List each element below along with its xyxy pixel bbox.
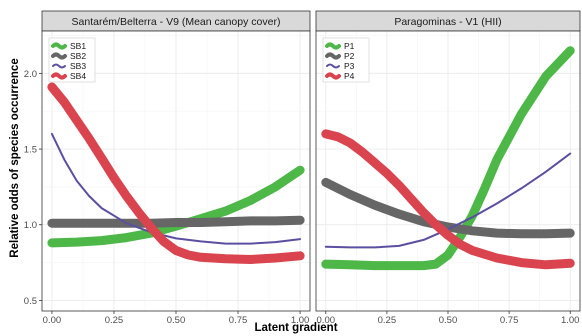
x-tick-label: 1.00	[291, 315, 310, 326]
series-line-p1	[321, 46, 575, 271]
legend-key-p3	[326, 63, 340, 69]
x-tick-label: 0.50	[167, 315, 186, 326]
y-tick-label: 0.5	[24, 296, 37, 307]
x-tick-label: 0.75	[500, 315, 519, 326]
legend-key-sb3	[52, 63, 66, 69]
legend-key-p2	[325, 52, 341, 60]
x-tick-label: 0.00	[317, 315, 336, 326]
x-tick-label: 0.00	[43, 315, 62, 326]
y-axis-title: Relative odds of species occurrence	[9, 58, 21, 257]
legend-label: SB2	[70, 51, 86, 61]
panels: Santarém/Belterra - V9 (Mean canopy cove…	[24, 10, 581, 326]
legend-label: SB4	[70, 71, 86, 81]
legend-label: P2	[344, 51, 355, 61]
legend-label: P1	[344, 41, 355, 51]
legend-key-sb4	[51, 72, 67, 80]
series-line-sb4	[47, 82, 305, 264]
x-tick-label: 0.25	[378, 315, 397, 326]
panel-title: Paragominas - V1 (HII)	[394, 16, 501, 28]
y-tick-label: 1.0	[24, 220, 37, 231]
y-tick-label: 1.5	[24, 145, 37, 156]
series-line-p3	[324, 152, 572, 249]
x-tick-label: 0.50	[439, 315, 458, 326]
legend-key-p4	[325, 72, 341, 80]
x-axis-title: Latent gradient	[254, 322, 337, 334]
legend-key-sb2	[51, 52, 67, 60]
legend-key-p1	[325, 42, 341, 50]
panel-2: Paragominas - V1 (HII) 0.00 0.25 0.50 0.75 1.…	[315, 10, 581, 326]
y-tick-label: 2.0	[24, 69, 37, 80]
series-line-p4	[321, 129, 575, 270]
series-line-p2	[321, 177, 575, 239]
legend-label: P3	[344, 61, 355, 71]
panel-title: Santarém/Belterra - V9 (Mean canopy cove…	[72, 16, 281, 28]
legend-label: SB1	[70, 41, 86, 51]
panel-1: Santarém/Belterra - V9 (Mean canopy cove…	[24, 10, 311, 326]
legend-label: SB3	[70, 61, 86, 71]
x-tick-label: 1.00	[561, 315, 580, 326]
legend-key-sb1	[51, 42, 67, 50]
x-tick-label: 0.75	[229, 315, 248, 326]
legend-label: P4	[344, 71, 355, 81]
x-tick-label: 0.25	[105, 315, 124, 326]
series-line-sb2	[47, 215, 305, 228]
